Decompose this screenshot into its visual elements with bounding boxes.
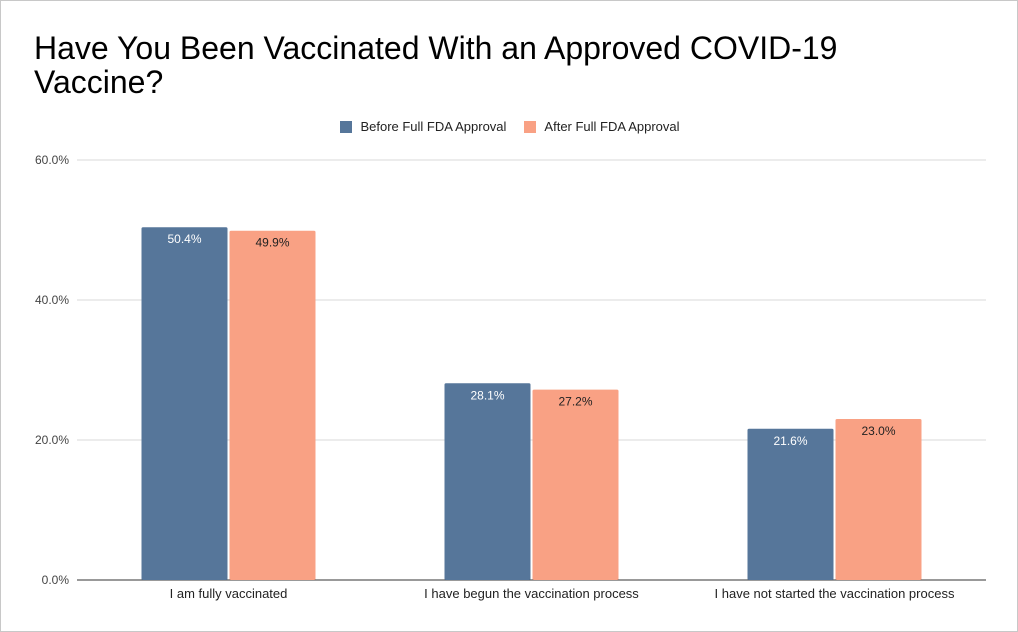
legend-item-before: Before Full FDA Approval bbox=[340, 119, 506, 134]
y-tick-label: 60.0% bbox=[35, 153, 69, 167]
y-tick-label: 0.0% bbox=[42, 573, 70, 587]
data-label: 27.2% bbox=[558, 395, 592, 409]
y-tick-label: 40.0% bbox=[35, 293, 69, 307]
x-category-label: I have begun the vaccination process bbox=[424, 586, 639, 601]
bar-before bbox=[141, 227, 228, 580]
bar-after bbox=[532, 389, 619, 580]
data-label: 50.4% bbox=[167, 232, 201, 246]
legend-label-before: Before Full FDA Approval bbox=[360, 119, 507, 134]
legend-swatch-after bbox=[524, 120, 537, 133]
bar-before bbox=[747, 428, 834, 580]
data-label: 28.1% bbox=[470, 388, 504, 402]
bar-after bbox=[229, 230, 316, 580]
legend: Before Full FDA Approval After Full FDA … bbox=[1, 119, 1018, 134]
x-category-label: I have not started the vaccination proce… bbox=[715, 586, 955, 601]
data-label: 23.0% bbox=[861, 424, 895, 438]
legend-item-after: After Full FDA Approval bbox=[524, 119, 680, 134]
y-tick-label: 20.0% bbox=[35, 433, 69, 447]
legend-swatch-before bbox=[340, 120, 353, 133]
bar-after bbox=[835, 419, 922, 580]
data-label: 49.9% bbox=[255, 236, 289, 250]
chart-title: Have You Been Vaccinated With an Approve… bbox=[34, 30, 838, 100]
data-label: 21.6% bbox=[773, 434, 807, 448]
x-category-label: I am fully vaccinated bbox=[170, 586, 288, 601]
bar-before bbox=[444, 383, 531, 580]
legend-label-after: After Full FDA Approval bbox=[544, 119, 680, 134]
